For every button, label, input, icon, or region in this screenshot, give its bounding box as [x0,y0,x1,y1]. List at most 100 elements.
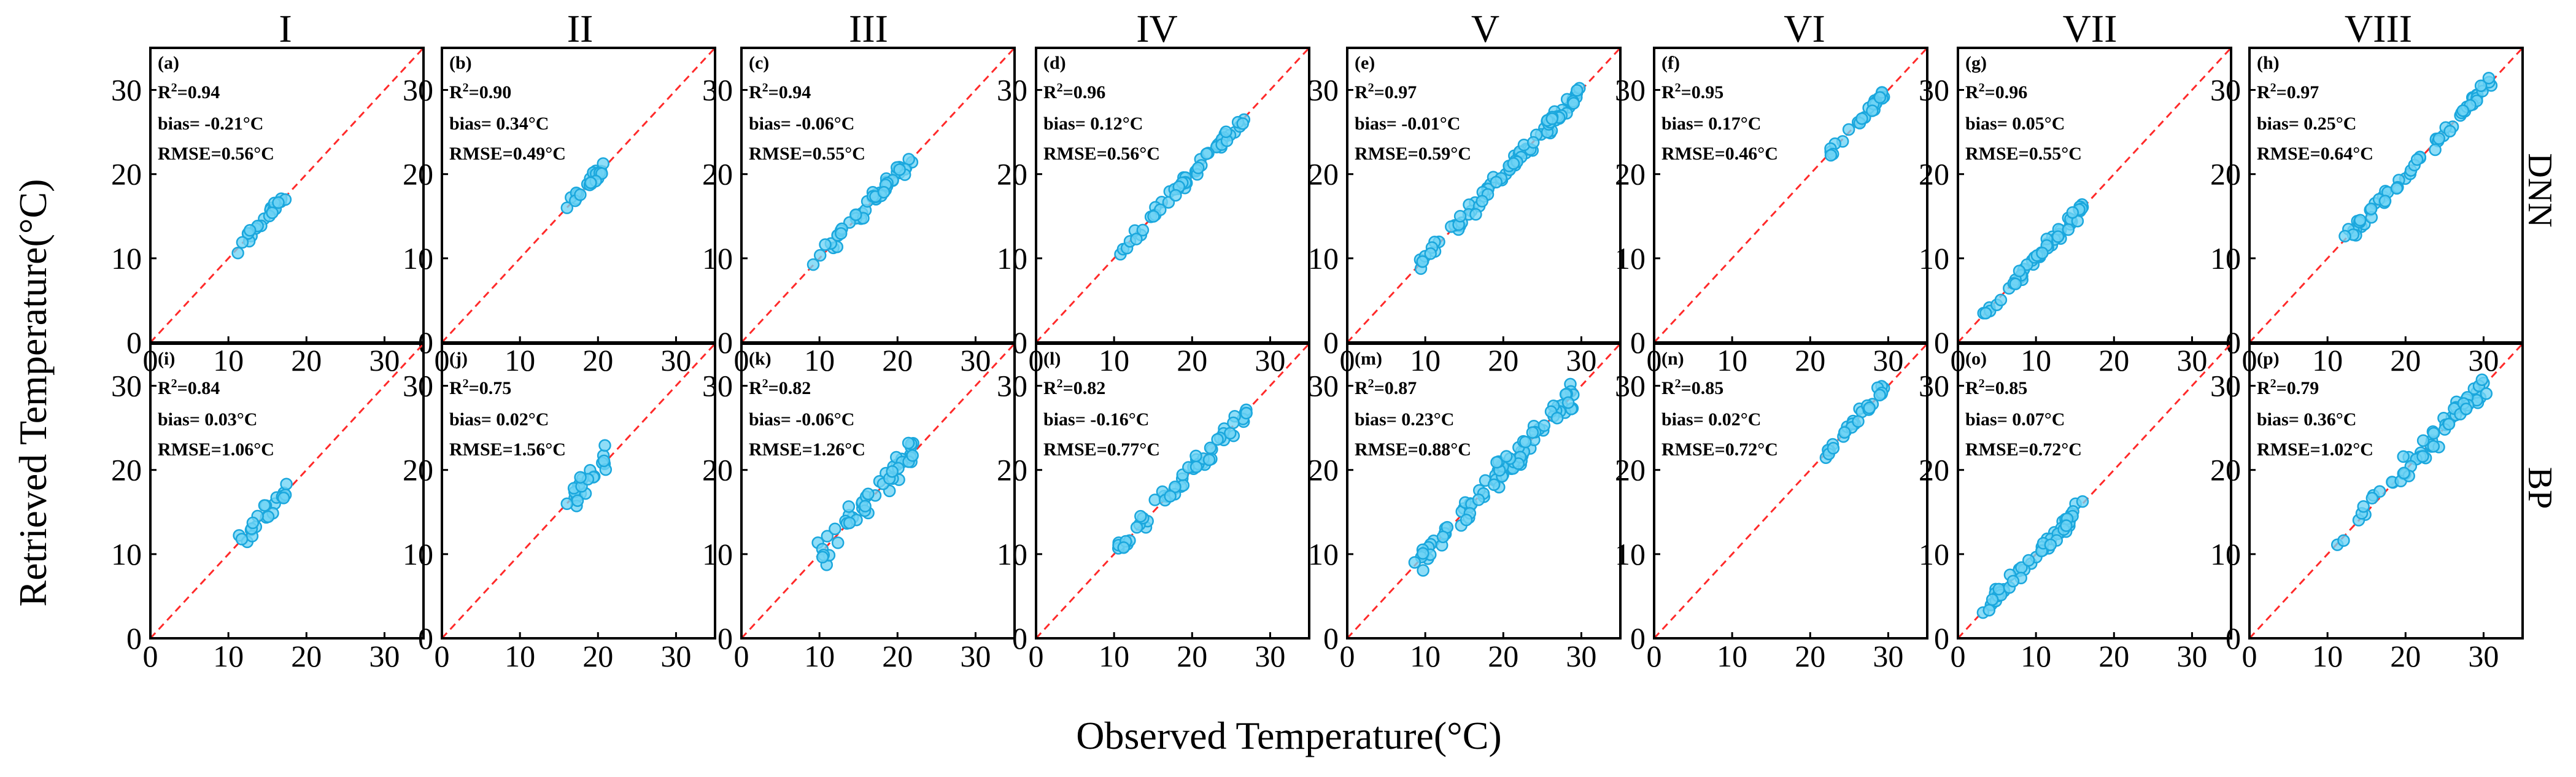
panel-frame [1346,342,1622,640]
panel-p: 0 10 20 30 0 10 20 30 (p) R2=0.79 bias= 0.36°C RMSE… [2210,342,2524,673]
scatter-point [1550,411,1564,425]
x-tick-label: 20 [1488,343,1518,377]
y-tick-label: 10 [1615,241,1646,276]
y-tick-label: 30 [2210,73,2241,107]
scatter-point [2397,450,2410,463]
panel-letter: (f) [1661,53,1680,73]
scatter-point [1408,556,1421,569]
scatter-points [560,439,613,512]
y-tick-label: 20 [1308,453,1339,487]
scatter-point [598,439,611,452]
scatter-point [1200,147,1213,160]
y-tick-label: 30 [997,73,1027,107]
r-squared: R2=0.96 [1043,81,1105,102]
x-tick-label: 30 [1873,343,1903,377]
y-tick-label: 10 [997,537,1027,571]
bias-value: bias= 0.05°C [1965,114,2065,134]
x-tick-label: 10 [804,639,835,673]
x-tick-label: 20 [291,343,322,377]
rmse-value: RMSE=0.72°C [1965,439,2082,460]
y-tick-label: 10 [1308,241,1339,276]
rmse-value: RMSE=0.59°C [1355,144,1471,164]
scatter-point [272,196,285,209]
panel-l: 0 10 20 30 0 10 20 30 (l) R2=0.82 bias= -0.16°C RMS… [997,342,1310,673]
scatter-point [813,249,827,262]
scatter-point [2060,519,2073,532]
x-tick-label: 10 [1717,343,1747,377]
scatter-point [886,465,899,478]
scatter-point [258,499,271,512]
y-tick-label: 20 [997,157,1027,191]
y-tick-label: 10 [1919,241,1949,276]
panel-letter: (m) [1355,349,1382,369]
scatter-point [1507,157,1520,170]
r-squared: R2=0.75 [449,377,511,398]
scatter-point [560,201,574,214]
x-tick-label: 30 [960,343,991,377]
x-tick-label: 10 [804,343,835,377]
x-tick-label: 0 [2242,639,2257,673]
x-tick-label: 10 [2312,639,2343,673]
y-tick-label: 30 [1919,73,1949,107]
scatter-point [2474,79,2488,92]
scatter-point [1526,426,1539,439]
r-squared: R2=0.79 [2257,377,2319,398]
y-tick-label: 30 [403,73,433,107]
bias-value: bias= 0.02°C [1661,409,1761,430]
rmse-value: RMSE=1.06°C [158,439,274,460]
x-tick-label: 30 [2176,343,2207,377]
y-tick-label: 0 [1012,621,1027,655]
y-tick-label: 0 [1630,325,1646,360]
x-tick-label: 20 [2390,343,2421,377]
panel-frame [2248,342,2524,640]
x-tick-label: 30 [660,343,691,377]
y-tick-label: 30 [403,369,433,403]
scatter-point [1873,91,1887,104]
scatter-point [235,533,249,546]
scatter-point [1236,117,1249,130]
scatter-point [571,494,584,507]
column-titles: I II III IV V VI VII VIII [279,7,2412,50]
scatter-point [1855,112,1868,125]
y-tick-label: 0 [418,621,433,655]
r-squared: R2=0.82 [1043,377,1105,398]
y-tick-label: 20 [1308,157,1339,191]
panel-letter: (h) [2257,53,2280,73]
scatter-points [231,192,292,260]
panel-letter: (k) [749,349,772,369]
rmse-value: RMSE=1.56°C [449,439,566,460]
r-squared: R2=0.94 [158,81,220,102]
scatter-points [2338,71,2498,243]
x-tick-label: 10 [1410,343,1441,377]
y-tick-label: 30 [111,73,142,107]
scatter-point [849,208,862,222]
scatter-point [2475,373,2489,386]
y-tick-label: 10 [403,537,433,571]
column-title-2: II [567,7,594,50]
y-tick-label: 0 [717,325,733,360]
scatter-points [1976,495,2089,619]
y-tick-label: 30 [1308,73,1339,107]
scatter-point [1873,388,1886,402]
y-tick-label: 30 [997,369,1027,403]
x-tick-label: 10 [1099,639,1129,673]
scatter-point [1487,478,1501,491]
row-label-bp: BP [2521,467,2559,509]
scatter-point [2390,182,2404,195]
scatter-point [1130,521,1143,534]
scatter-point [1136,223,1150,237]
scatter-points [806,153,919,271]
bias-value: bias= 0.23°C [1355,409,1454,430]
y-tick-label: 30 [1615,73,1646,107]
y-tick-label: 0 [2226,621,2241,655]
y-tick-label: 20 [111,453,142,487]
scatter-point [1992,582,2005,596]
y-tick-label: 20 [702,157,733,191]
scatter-point [1211,433,1224,446]
r-squared: R2=0.85 [1661,377,1723,398]
x-tick-label: 30 [369,639,400,673]
x-tick-label: 30 [369,343,400,377]
scatter-point [280,477,293,490]
column-title-8: VIII [2345,7,2412,50]
